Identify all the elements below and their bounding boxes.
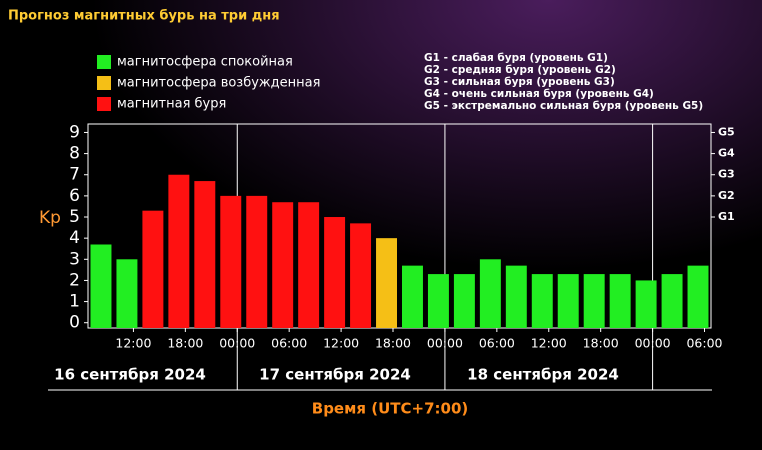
x-tick-label: 18:00 xyxy=(167,336,203,351)
bar xyxy=(531,274,553,328)
bar xyxy=(609,274,631,328)
legend-label: магнитная буря xyxy=(117,97,226,112)
y-axis-label: Kp xyxy=(39,208,61,228)
bar xyxy=(479,259,501,328)
y2-tick-label: G2 xyxy=(718,189,735,202)
bar xyxy=(687,265,709,328)
y-tick-label: 4 xyxy=(69,228,80,248)
day-label: 16 сентября 2024 xyxy=(54,366,206,384)
bar xyxy=(116,259,138,328)
x-tick-label: 00:00 xyxy=(427,336,463,351)
x-tick-label: 06:00 xyxy=(686,336,722,351)
legend-swatch xyxy=(97,76,111,90)
y-tick-label: 6 xyxy=(69,186,80,206)
y-tick-label: 1 xyxy=(69,292,80,312)
bar xyxy=(635,280,657,328)
y2-tick-label: G4 xyxy=(718,147,735,160)
legend-swatch xyxy=(97,97,111,111)
scale-note: G1 - слабая буря (уровень G1) xyxy=(424,52,608,64)
bar xyxy=(220,195,242,328)
x-tick-label: 00:00 xyxy=(635,336,671,351)
bar xyxy=(298,202,320,328)
day-label: 18 сентября 2024 xyxy=(467,366,619,384)
x-axis-label: Время (UTC+7:00) xyxy=(312,400,468,418)
y-tick-label: 7 xyxy=(69,165,80,185)
bar xyxy=(350,223,372,328)
bar xyxy=(661,274,683,328)
bar xyxy=(168,174,190,328)
x-tick-label: 06:00 xyxy=(271,336,307,351)
bar xyxy=(557,274,579,328)
y2-tick-label: G5 xyxy=(718,125,735,138)
bar xyxy=(583,274,605,328)
bar xyxy=(376,238,397,328)
x-tick-label: 12:00 xyxy=(115,336,151,351)
y-tick-label: 3 xyxy=(69,249,80,269)
bar xyxy=(194,181,216,328)
y-tick-label: 5 xyxy=(69,207,80,227)
bar xyxy=(142,210,164,328)
bar xyxy=(324,217,346,328)
bar xyxy=(453,274,475,328)
legend-label: магнитосфера спокойная xyxy=(117,55,293,70)
y-tick-label: 2 xyxy=(69,270,80,290)
y2-tick-label: G1 xyxy=(718,210,735,223)
scale-note: G2 - средняя буря (уровень G2) xyxy=(424,64,616,76)
bar xyxy=(427,274,449,328)
x-tick-label: 00:00 xyxy=(219,336,255,351)
x-tick-label: 18:00 xyxy=(583,336,619,351)
x-tick-label: 12:00 xyxy=(323,336,359,351)
y-tick-label: 0 xyxy=(69,313,80,333)
y-tick-label: 9 xyxy=(69,122,80,142)
plot-frame xyxy=(87,123,712,329)
chart-title: Прогноз магнитных бурь на три дня xyxy=(8,9,280,24)
legend-swatch xyxy=(97,55,111,69)
scale-note: G5 - экстремально сильная буря (уровень … xyxy=(424,100,703,112)
bar xyxy=(402,265,423,328)
scale-note: G3 - сильная буря (уровень G3) xyxy=(424,76,615,88)
bar xyxy=(272,202,294,328)
y-tick-label: 8 xyxy=(69,144,80,164)
bar xyxy=(246,195,268,328)
legend-label: магнитосфера возбужденная xyxy=(117,76,320,91)
x-tick-label: 06:00 xyxy=(479,336,515,351)
day-label: 17 сентября 2024 xyxy=(259,366,411,384)
x-tick-label: 18:00 xyxy=(375,336,411,351)
scale-note: G4 - очень сильная буря (уровень G4) xyxy=(424,88,654,100)
y2-tick-label: G3 xyxy=(718,168,735,181)
x-tick-label: 12:00 xyxy=(531,336,567,351)
bar xyxy=(505,265,527,328)
bar xyxy=(90,244,112,328)
